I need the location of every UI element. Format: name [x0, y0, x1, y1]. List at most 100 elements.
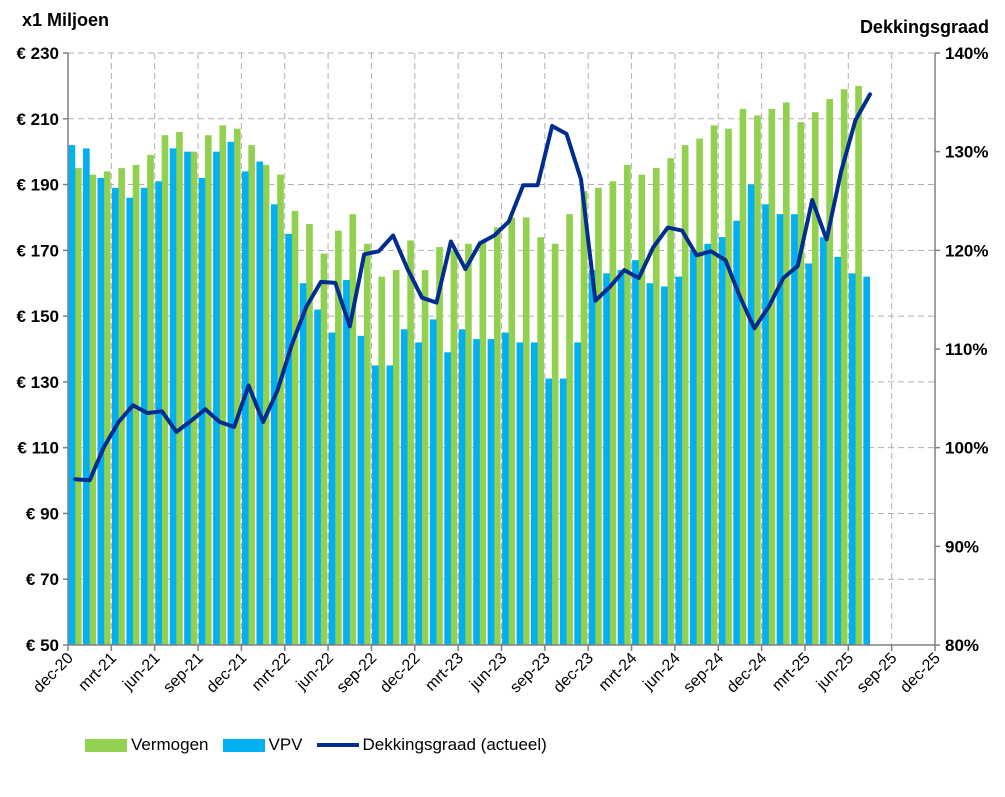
vpv-bar: [473, 339, 480, 645]
vpv-bar: [83, 148, 90, 645]
vermogen-bar: [363, 243, 371, 645]
vermogen-bar: [349, 214, 357, 645]
vermogen-bar: [681, 145, 689, 646]
vpv-bar: [733, 220, 740, 645]
x-tick-label: sep-24: [680, 650, 727, 697]
vpv-bar: [328, 332, 336, 645]
vermogen-bar: [392, 270, 400, 645]
vpv-bar: [545, 378, 553, 645]
vpv-bar: [169, 148, 177, 645]
vermogen-bar: [190, 151, 198, 645]
vermogen-bar: [609, 181, 617, 645]
vermogen-bar: [89, 174, 97, 645]
vermogen-bar: [638, 174, 646, 645]
legend-item-vermogen[interactable]: Vermogen: [85, 735, 209, 755]
legend-swatch-vermogen: [85, 738, 127, 752]
vermogen-bar: [580, 191, 588, 645]
vermogen-bar: [161, 135, 169, 645]
vpv-bar: [530, 342, 538, 645]
vpv-bar: [675, 276, 683, 645]
vpv-bar: [357, 335, 365, 645]
vermogen-bar: [436, 247, 443, 646]
legend-item-dekkingsgraad[interactable]: Dekkingsgraad (actueel): [316, 735, 547, 755]
vpv-bar: [834, 256, 842, 645]
x-tick-label: sep-22: [334, 650, 381, 697]
vermogen-bar: [624, 164, 631, 646]
vpv-bar: [343, 279, 350, 645]
vermogen-bar: [725, 128, 732, 646]
x-tick-label: dec-24: [724, 650, 771, 697]
vpv-bar: [588, 270, 596, 645]
x-tick-label: mrt-23: [422, 650, 467, 695]
vermogen-bar: [262, 164, 270, 646]
left-tick-label: € 130: [16, 373, 59, 392]
left-tick-label: € 170: [16, 241, 59, 260]
x-tick-label: mrt-22: [249, 650, 294, 695]
dekkingsgraad-polyline: [73, 92, 872, 483]
vpv-bar: [299, 283, 307, 645]
x-tick-label: dec-22: [377, 650, 424, 697]
vpv-bar: [184, 151, 191, 645]
vermogen-bar: [407, 240, 414, 645]
vpv-bar: [241, 171, 249, 645]
vpv-bar: [574, 342, 581, 645]
dekkingsgraad-line: [73, 92, 872, 483]
x-tick-label: jun-22: [293, 650, 337, 694]
left-tick-label: € 230: [16, 44, 59, 63]
vermogen-bar: [335, 230, 342, 645]
vpv-bar: [805, 263, 813, 645]
vermogen-bar: [826, 99, 833, 646]
vpv-bar: [603, 273, 610, 645]
legend-item-vpv[interactable]: VPV: [222, 735, 303, 755]
vpv-bar: [314, 309, 321, 645]
vpv-bar: [747, 184, 755, 646]
vpv-bar: [444, 352, 451, 645]
vermogen-bar: [378, 276, 386, 645]
x-tick-label: jun-25: [813, 650, 857, 694]
vpv-bar: [97, 177, 105, 645]
vpv-bar: [285, 233, 292, 645]
vermogen-bar: [479, 240, 487, 645]
right-tick-label: 100%: [945, 439, 988, 458]
legend-label-vpv: VPV: [268, 735, 303, 754]
x-tick-label: sep-23: [507, 650, 554, 697]
right-tick-label: 120%: [945, 241, 988, 260]
right-tick-label: 140%: [945, 44, 988, 63]
vpv-bar: [819, 237, 827, 645]
legend-label-dekkingsgraad: Dekkingsgraad (actueel): [362, 735, 547, 754]
legend-label-vermogen: Vermogen: [131, 735, 209, 754]
vpv-bar: [458, 329, 466, 645]
vpv-bar: [386, 365, 394, 645]
vpv-bar: [718, 237, 726, 645]
right-tick-label: 80%: [945, 636, 979, 655]
x-tick-label: dec-21: [204, 650, 251, 697]
legend: Vermogen VPV Dekkingsgraad (actueel): [85, 733, 561, 757]
vermogen-bar: [493, 227, 501, 646]
vpv-bar: [68, 145, 76, 646]
vpv-bar: [559, 378, 567, 645]
vpv-bar: [502, 332, 509, 645]
x-tick-label: mrt-24: [596, 650, 641, 695]
left-axis-title: x1 Miljoen: [22, 10, 110, 30]
left-tick-label: € 190: [16, 176, 59, 195]
vermogen-bar: [522, 217, 530, 645]
x-tick-label: dec-25: [897, 650, 944, 697]
vpv-bar: [487, 339, 495, 645]
vermogen-bar: [204, 135, 212, 645]
vermogen-bar: [855, 85, 862, 645]
vermogen-bar: [768, 108, 776, 645]
vpv-bar: [661, 286, 668, 645]
vermogen-bar: [118, 168, 125, 645]
vermogen-bar: [306, 224, 313, 645]
vermogen-bars: [74, 85, 862, 646]
vermogen-bar: [840, 89, 848, 645]
vpv-bar: [140, 187, 148, 645]
x-tick-label: jun-21: [119, 650, 163, 694]
left-tick-label: € 150: [16, 307, 59, 326]
vpv-bar: [256, 161, 264, 646]
right-tick-label: 90%: [945, 537, 979, 556]
vpv-bar: [372, 365, 379, 645]
vpv-bar: [429, 319, 437, 645]
vpv-bar: [646, 283, 654, 645]
